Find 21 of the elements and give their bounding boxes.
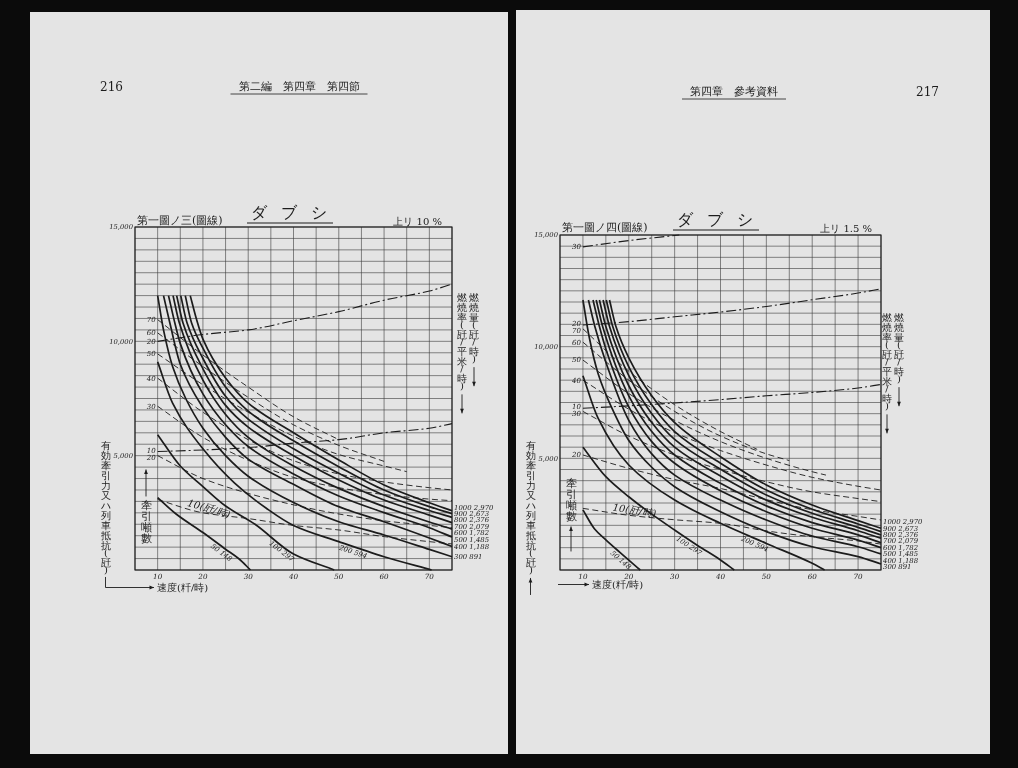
- x-axis-title: 速度(粁/時): [157, 582, 209, 593]
- x-axis-title: 速度(粁/時): [592, 579, 644, 590]
- text: 燃燒量(瓩/時): [469, 291, 479, 365]
- chart-title: ダブシ: [251, 203, 341, 222]
- text: 燃燒率(瓩/平米/時): [457, 291, 467, 392]
- chart-subtitle: 上リ 1.5 %: [820, 223, 872, 234]
- text: 第一圖ノ四(圖線): [562, 221, 648, 234]
- text: 10(瓩/時): [186, 497, 232, 521]
- chart-title: ダブシ: [677, 210, 767, 229]
- text: 第二編 第四章 第四節: [238, 80, 360, 92]
- text: 217: [916, 85, 939, 99]
- chart-subtitle: 上リ 10 %: [393, 216, 442, 227]
- annotation: 牽引噸數: [565, 477, 577, 524]
- text: 燃燒率(瓩/平米/時): [882, 311, 892, 412]
- text: 有効牽引力又ハ列車抵抗(瓩): [101, 439, 111, 575]
- annotation: 牽引噸數: [140, 499, 152, 546]
- text: 燃燒量(瓩/時): [894, 311, 904, 385]
- annotation: 第一圖ノ三(圖線): [137, 214, 223, 227]
- text: 第四章 參考資料: [690, 85, 778, 97]
- text: 有効牽引力又ハ列車抵抗(瓩): [526, 439, 536, 575]
- text: 216: [100, 80, 123, 94]
